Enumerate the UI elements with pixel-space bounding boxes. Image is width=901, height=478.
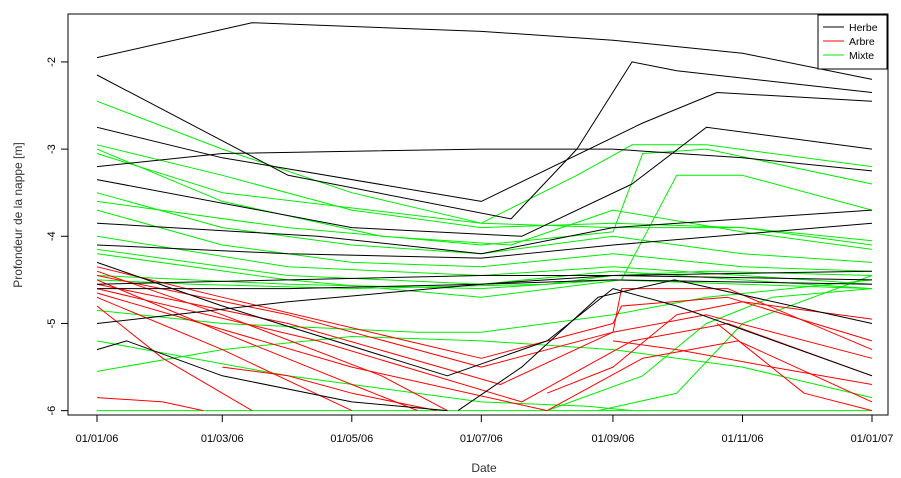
series-mixte-line-16 xyxy=(597,275,873,412)
y-tick-label-4: -5 xyxy=(46,319,58,329)
series-herbe-line-11 xyxy=(96,340,448,412)
series-mixte-line-3 xyxy=(96,148,873,250)
legend: Herbe Arbre Mixte xyxy=(817,14,888,70)
series-arbre-line-1 xyxy=(96,270,448,412)
series-mixte-line-10 xyxy=(96,148,873,246)
series-mixte-line-2 xyxy=(96,144,873,246)
legend-label-arbre: Arbre xyxy=(849,36,875,48)
y-tick-label-5: -6 xyxy=(46,406,58,416)
series-herbe-line-2 xyxy=(96,61,873,220)
y-axis: -2 -3 -4 -5 -6 xyxy=(46,57,69,416)
x-tick-label-5: 01/09/06 xyxy=(592,433,635,445)
series-arbre-line-4 xyxy=(96,305,253,412)
x-tick-label-1: 01/01/06 xyxy=(76,433,119,445)
series-mixte-line-9 xyxy=(96,144,873,224)
series-herbe-line-3 xyxy=(96,92,873,202)
y-tick-label-3: -4 xyxy=(46,231,58,241)
series-mixte-line-15 xyxy=(546,288,873,412)
series-herbe-line-12 xyxy=(96,261,873,377)
series-arbre-line-11 xyxy=(222,366,437,412)
series-arbre-line-14 xyxy=(546,301,873,394)
series-herbe-line-10 xyxy=(96,270,873,324)
series-herbe-line-8 xyxy=(96,275,873,285)
series-mixte-line-1 xyxy=(96,100,873,242)
series-arbre-line-9 xyxy=(96,292,873,412)
legend-box xyxy=(817,14,888,70)
x-axis-title: Date xyxy=(471,461,497,475)
x-tick-label-7: 01/01/07 xyxy=(851,433,894,445)
series-mixte-line-5 xyxy=(96,209,873,272)
series-mixte-line-6 xyxy=(96,235,873,285)
y-tick-label-1: -2 xyxy=(46,57,58,67)
x-axis: 01/01/06 01/03/06 01/05/06 01/07/06 01/09/06… xyxy=(76,414,894,445)
series-arbre-line-6 xyxy=(96,275,873,368)
series-mixte-line-11 xyxy=(96,174,873,298)
series-herbe-line-5 xyxy=(96,126,873,237)
series-arbre-line-3 xyxy=(96,296,353,412)
series-arbre-line-2 xyxy=(96,279,418,412)
series-mixte-line-12 xyxy=(96,279,873,333)
series-herbe-line-6 xyxy=(96,209,873,255)
series-arbre-line-5 xyxy=(96,266,873,359)
series-herbe-line-13 xyxy=(457,279,873,412)
legend-label-mixte: Mixte xyxy=(849,50,874,62)
series-herbe-line-1 xyxy=(96,22,873,80)
y-axis-title: Profondeur de la nappe [m] xyxy=(11,142,25,287)
series-lines xyxy=(96,22,873,412)
series-arbre-line-8 xyxy=(96,288,873,403)
legend-label-herbe: Herbe xyxy=(849,22,878,34)
series-arbre-line-10 xyxy=(96,397,204,412)
series-mixte-line-7 xyxy=(96,248,873,290)
series-arbre-line-13 xyxy=(716,323,873,412)
series-mixte-line-14 xyxy=(96,340,633,412)
x-tick-label-4: 01/07/06 xyxy=(460,433,503,445)
x-tick-label-2: 01/03/06 xyxy=(201,433,244,445)
series-arbre-line-12 xyxy=(612,340,873,385)
x-tick-label-3: 01/05/06 xyxy=(330,433,373,445)
x-tick-label-6: 01/11/06 xyxy=(721,433,763,445)
series-mixte-line-17 xyxy=(96,270,873,290)
series-herbe-line-4 xyxy=(96,148,873,172)
y-tick-label-2: -3 xyxy=(46,144,58,154)
series-herbe-line-7 xyxy=(96,222,873,259)
